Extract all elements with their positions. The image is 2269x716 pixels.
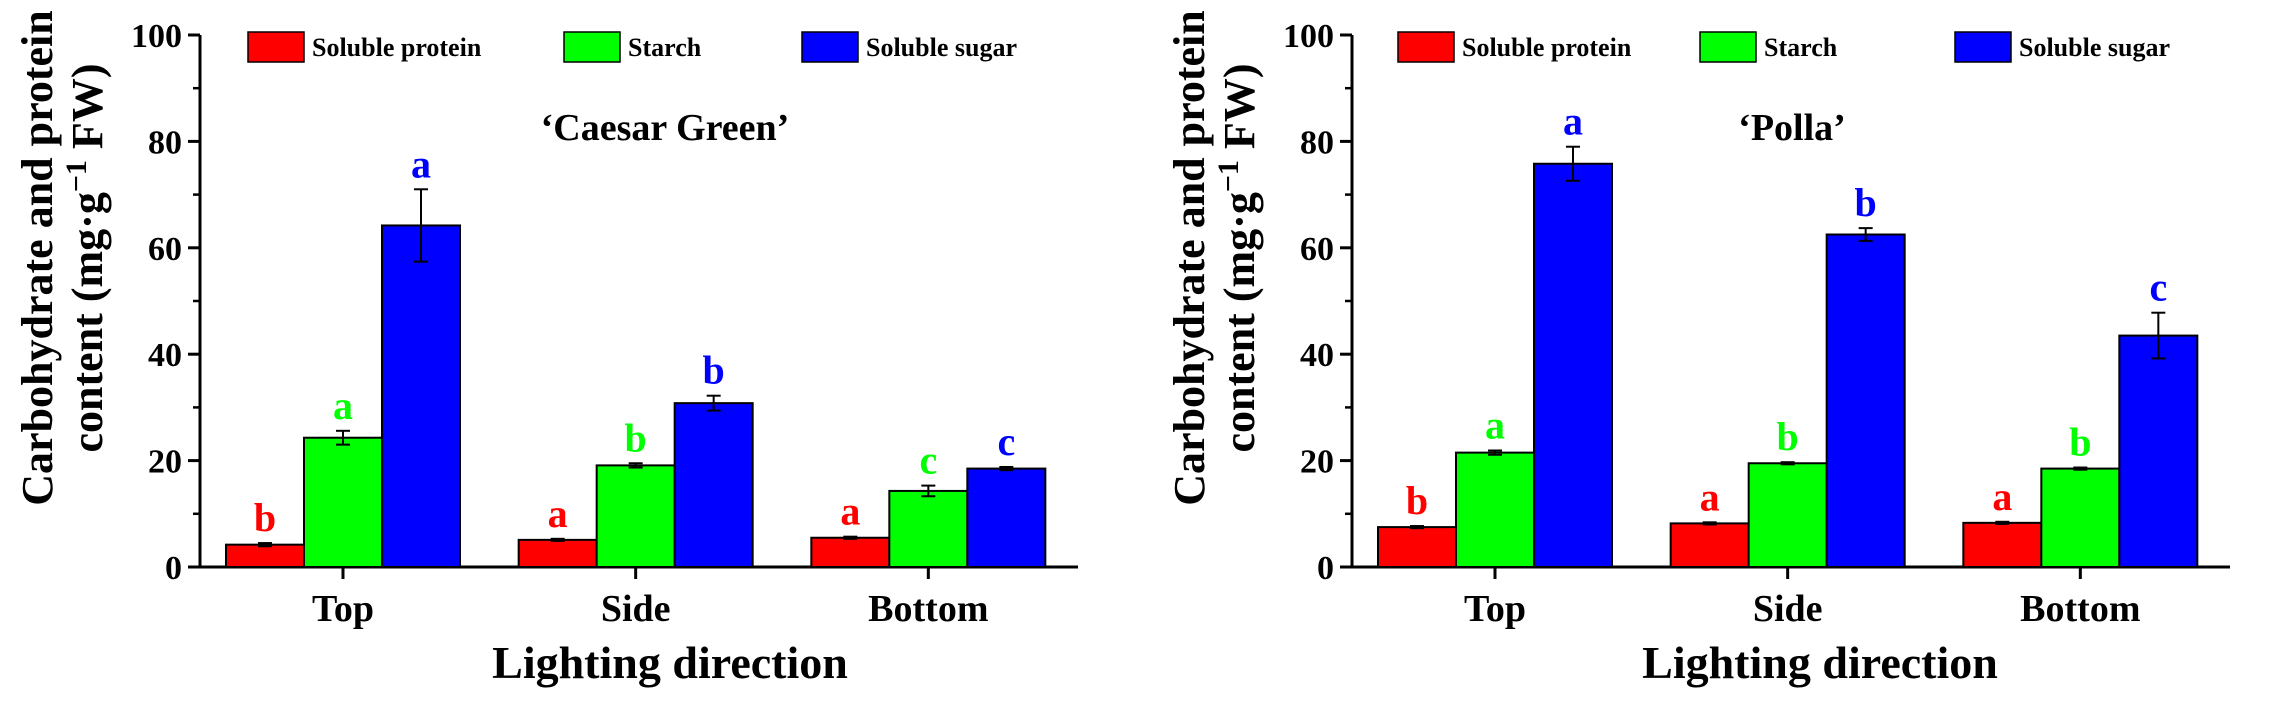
significance-letter: a xyxy=(1992,474,2012,519)
y-ticks: 0 20 40 60 80 100 xyxy=(1283,18,1352,587)
x-category-label: Bottom xyxy=(2020,588,2140,630)
y-axis-label-line1: Carbohydrate and protein xyxy=(1165,10,1214,505)
x-category-label: Top xyxy=(312,588,374,630)
bars: b a a a b b a b c xyxy=(1377,99,2199,569)
legend-swatch-soluble-protein xyxy=(1397,31,1455,63)
x-axis-label: Lighting direction xyxy=(492,637,848,688)
bars: b a a a b b a c c xyxy=(225,141,1047,569)
legend-label: Soluble sugar xyxy=(2019,33,2170,62)
legend-swatch-starch xyxy=(1699,31,1757,63)
legend-label: Starch xyxy=(628,33,702,62)
legend-entry: Soluble sugar xyxy=(1954,31,2170,63)
x-category-label: Top xyxy=(1464,588,1526,630)
significance-letter: a xyxy=(333,383,353,428)
significance-letter: b xyxy=(1777,414,1799,459)
chart-title: ‘Polla’ xyxy=(1738,107,1846,149)
x-category-label: Side xyxy=(601,588,671,630)
chart-panel-caesar-green: Carbohydrate and protein content (mg·g−1… xyxy=(13,10,1078,688)
y-axis-label-line2: content (mg·g−1 FW) xyxy=(1212,64,1264,453)
significance-letter: b xyxy=(254,495,276,540)
legend-label: Soluble sugar xyxy=(866,33,1017,62)
significance-letter: a xyxy=(411,141,431,186)
bar-soluble-sugar xyxy=(1825,233,1906,568)
x-axis-label: Lighting direction xyxy=(1642,637,1998,688)
bar-soluble-protein xyxy=(517,538,598,568)
x-category-labels: Top Side Bottom xyxy=(312,567,988,630)
y-tick-label: 0 xyxy=(1317,550,1334,587)
bar-starch xyxy=(1455,451,1535,568)
significance-letter: c xyxy=(997,419,1015,464)
significance-letter: b xyxy=(1406,478,1428,523)
significance-letter: a xyxy=(1700,474,1720,519)
chart-panel-polla: Carbohydrate and protein content (mg·g−1… xyxy=(1165,10,2230,688)
legend-entry: Soluble sugar xyxy=(801,31,1017,63)
significance-letter: a xyxy=(840,489,860,534)
y-tick-label: 0 xyxy=(165,550,182,587)
bar-soluble-protein xyxy=(225,543,305,569)
y-tick-label: 80 xyxy=(1300,124,1334,161)
bar-soluble-protein xyxy=(1962,521,2043,568)
significance-letter: a xyxy=(548,491,568,536)
bar-soluble-sugar xyxy=(966,467,1047,568)
chart-title: ‘Caesar Green’ xyxy=(541,107,790,149)
bar-soluble-sugar xyxy=(2118,334,2199,568)
legend: Soluble protein Starch Soluble sugar xyxy=(1397,31,2170,63)
bar-soluble-protein xyxy=(1669,522,1750,568)
y-tick-label: 100 xyxy=(1283,18,1334,55)
bar-soluble-sugar xyxy=(381,224,461,568)
legend-entry: Soluble protein xyxy=(247,31,482,63)
x-category-label: Side xyxy=(1753,588,1823,630)
bar-soluble-sugar xyxy=(1533,162,1613,569)
y-axis-label-line2: content (mg·g−1 FW) xyxy=(60,64,112,453)
significance-letter: b xyxy=(2069,420,2091,465)
y-tick-label: 60 xyxy=(1300,231,1334,268)
x-category-labels: Top Side Bottom xyxy=(1464,567,2140,630)
bar-starch xyxy=(595,464,676,568)
bar-starch xyxy=(1747,462,1828,569)
legend-label: Soluble protein xyxy=(312,33,482,62)
legend-swatch-soluble-sugar xyxy=(801,31,859,63)
y-ticks: 0 20 40 60 80 100 xyxy=(131,18,200,587)
bar-starch xyxy=(303,436,383,568)
x-category-label: Bottom xyxy=(868,588,988,630)
legend-swatch-soluble-sugar xyxy=(1954,31,2012,63)
legend-swatch-soluble-protein xyxy=(247,31,305,63)
legend-entry: Starch xyxy=(563,31,702,63)
legend-label: Soluble protein xyxy=(1462,33,1632,62)
y-tick-label: 60 xyxy=(148,231,182,268)
bar-starch xyxy=(2040,467,2121,568)
y-axis-label-line1: Carbohydrate and protein xyxy=(13,10,62,505)
legend-label: Starch xyxy=(1764,33,1838,62)
legend-swatch-starch xyxy=(563,31,621,63)
y-tick-label: 20 xyxy=(148,444,182,481)
significance-letter: c xyxy=(919,438,937,483)
y-tick-label: 40 xyxy=(148,337,182,374)
significance-letter: b xyxy=(703,348,725,393)
bar-soluble-protein xyxy=(1377,526,1457,568)
legend: Soluble protein Starch Soluble sugar xyxy=(247,31,1017,63)
significance-letter: b xyxy=(1855,180,1877,225)
legend-entry: Soluble protein xyxy=(1397,31,1632,63)
bar-starch xyxy=(888,489,969,569)
y-tick-label: 40 xyxy=(1300,337,1334,374)
significance-letter: c xyxy=(2149,265,2167,310)
significance-letter: a xyxy=(1485,402,1505,447)
bar-soluble-protein xyxy=(810,536,891,568)
y-tick-label: 100 xyxy=(131,18,182,55)
significance-letter: b xyxy=(625,415,647,460)
y-tick-label: 80 xyxy=(148,124,182,161)
bar-soluble-sugar xyxy=(673,402,754,569)
significance-letter: a xyxy=(1563,99,1583,144)
legend-entry: Starch xyxy=(1699,31,1838,63)
y-tick-label: 20 xyxy=(1300,444,1334,481)
